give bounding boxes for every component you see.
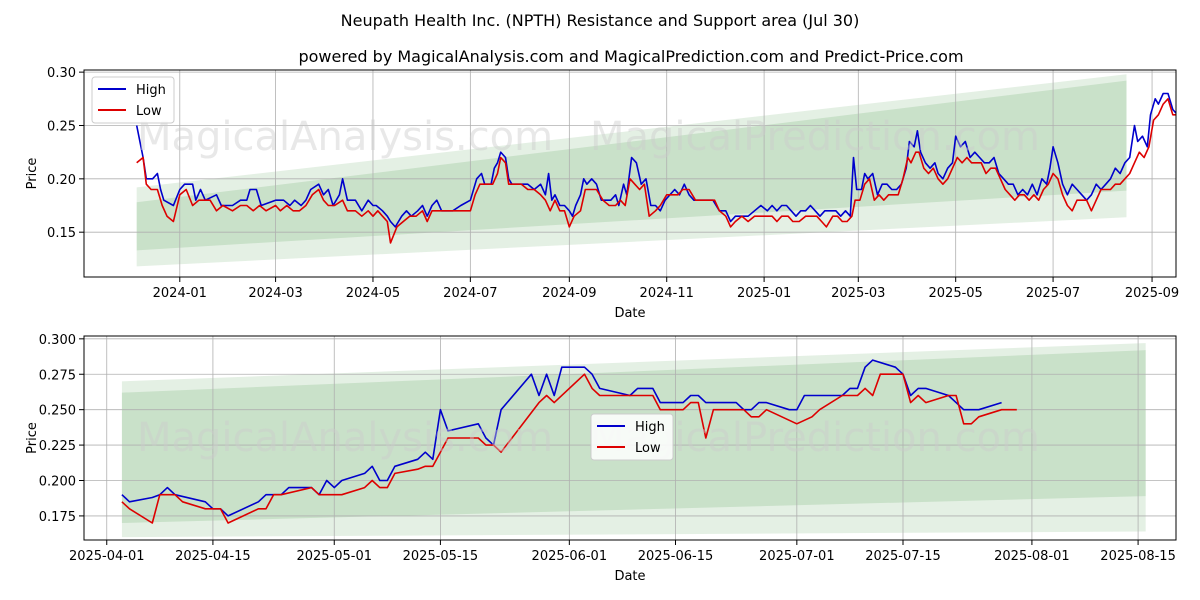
- x-tick-label: 2025-09: [1125, 286, 1179, 301]
- y-tick-label: 0.30: [47, 66, 76, 81]
- chart-title: Neupath Health Inc. (NPTH) Resistance an…: [341, 11, 860, 30]
- plot-frame: [83, 335, 1177, 541]
- x-tick-label: 2024-11: [640, 286, 694, 301]
- y-tick-label: 0.275: [39, 368, 76, 383]
- series-line-high: [121, 359, 1002, 517]
- x-tick-label: 2025-07: [1026, 286, 1080, 301]
- series-line-high: [135, 92, 1176, 228]
- x-tick-label: 2025-04-01: [69, 549, 145, 564]
- x-tick-label: 2025-01: [737, 286, 791, 301]
- legend: High Low: [91, 76, 175, 124]
- y-tick-label: 0.15: [47, 226, 76, 241]
- chart-subtitle: powered by MagicalAnalysis.com and Magic…: [298, 47, 963, 66]
- x-tick-label: 2025-06-01: [532, 549, 608, 564]
- x-tick-label: 2024-05: [346, 286, 400, 301]
- y-tick-label: 0.250: [39, 404, 76, 419]
- x-tick-label: 2025-06-15: [638, 549, 714, 564]
- series-line-low: [121, 373, 1017, 524]
- legend-label-low: Low: [136, 104, 162, 119]
- watermark: MagicalPrediction.com: [590, 114, 1040, 160]
- legend: High Low: [590, 413, 674, 461]
- plot-bottom: MagicalAnalysis.com MagicalPrediction.com…: [25, 333, 1177, 584]
- series-line-low: [136, 98, 1176, 244]
- x-tick-label: 2024-07: [443, 286, 497, 301]
- resistance-support-band: [136, 80, 1127, 251]
- x-tick-label: 2025-07-15: [865, 549, 941, 564]
- y-tick-label: 0.25: [47, 119, 76, 134]
- x-tick-label: 2024-01: [153, 286, 207, 301]
- x-axis-label: Date: [614, 306, 645, 321]
- y-tick-label: 0.300: [39, 333, 76, 348]
- x-tick-label: 2025-08-01: [994, 549, 1070, 564]
- plot-top: MagicalAnalysis.com MagicalPrediction.com…: [25, 66, 1179, 321]
- y-tick-label: 0.20: [47, 173, 76, 188]
- legend-label-low: Low: [635, 441, 661, 456]
- x-tick-label: 2025-08-15: [1100, 549, 1176, 564]
- watermark: MagicalAnalysis.com: [137, 415, 553, 461]
- x-axis-label: Date: [614, 569, 645, 584]
- x-tick-label: 2025-05: [929, 286, 983, 301]
- x-tick-label: 2025-03: [831, 286, 885, 301]
- x-tick-label: 2024-03: [248, 286, 302, 301]
- y-tick-label: 0.200: [39, 475, 76, 490]
- y-tick-label: 0.175: [39, 510, 76, 525]
- x-tick-label: 2025-07-01: [759, 549, 835, 564]
- x-tick-label: 2024-09: [542, 286, 596, 301]
- y-axis-label: Price: [25, 158, 40, 190]
- x-tick-label: 2025-05-15: [403, 549, 479, 564]
- legend-label-high: High: [635, 420, 665, 435]
- x-tick-label: 2025-05-01: [296, 549, 372, 564]
- legend-label-high: High: [136, 83, 166, 98]
- y-tick-label: 0.225: [39, 439, 76, 454]
- y-axis-label: Price: [25, 422, 40, 454]
- x-tick-label: 2025-04-15: [175, 549, 251, 564]
- plot-frame: [83, 69, 1177, 278]
- plot-area: [84, 70, 1176, 277]
- watermark: MagicalAnalysis.com: [137, 114, 553, 160]
